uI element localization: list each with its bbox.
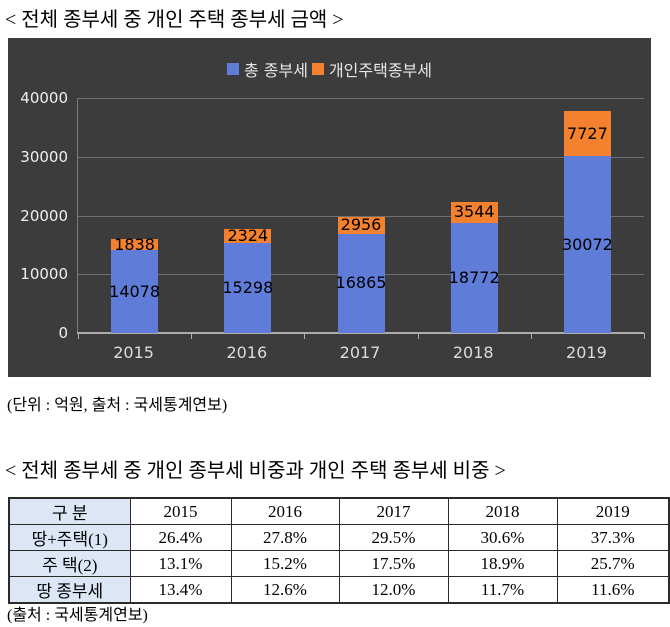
chart-legend: 총 종부세 개인주택종부세 [8,57,651,81]
table-source-note: (출처 : 국세통계연보) [7,607,148,624]
table-cell: 13.1% [129,550,232,577]
bar-segment-personal-housing [450,201,498,223]
ratio-table: 구 분 2015 2016 2017 2018 2019 땅+주택(1) 26.4% 27.8… [8,497,670,604]
x-axis-category-label: 2018 [452,343,494,362]
table-cell: 18.9% [447,550,558,577]
table-cell: 30.6% [447,524,558,551]
y-axis-tick-label: 0 [58,324,68,342]
y-axis-tick-label: 40000 [20,89,68,107]
table-section-title: < 전체 종부세 중 개인 종부세 비중과 개인 주택 종부세 비중 > [5,460,506,482]
bar-segment-personal-housing [111,239,159,251]
legend-label: 개인주택종부세 [328,61,432,80]
table-cell: 13.4% [129,576,232,604]
table-cell: 11.6% [556,576,670,604]
x-axis-tick-mark [191,333,193,339]
x-axis-tick-mark [417,333,419,339]
table-cell: 11.7% [447,576,558,604]
bar-segment-personal-housing [224,229,272,244]
table-cell: 37.3% [556,524,670,551]
data-label-total: 18772 [448,267,500,287]
table-year-header: 2018 [447,497,558,525]
data-label-personal-housing: 2956 [340,215,382,235]
y-axis-tick-label: 20000 [20,206,68,225]
data-label-total: 15298 [222,278,274,298]
x-axis-tick-mark [644,333,645,339]
x-axis-tick-mark [304,333,306,339]
bar-segment-total [450,222,498,333]
table-cell: 25.7% [556,550,670,577]
bar-segment-personal-housing [563,110,611,157]
data-label-total: 14078 [109,281,161,301]
legend-item: 개인주택종부세 [311,57,432,81]
table-row: 주 택(2) 13.1% 15.2% 17.5% 18.9% 25.7% [8,550,670,577]
table-year-header: 2017 [338,497,449,525]
chart-unit-source-note: (단위 : 억원, 출처 : 국세통계연보) [7,397,228,414]
table-year-header: 2019 [556,497,670,525]
x-axis-category-label: 2019 [566,343,607,362]
y-axis-tick-label: 10000 [20,265,68,284]
bar-segment-total [337,233,385,333]
table-row: 땅 종부세 13.4% 12.6% 12.0% 11.7% 11.6% [8,576,670,604]
x-axis-category-label: 2017 [339,343,381,362]
y-axis-tick-label: 30000 [20,147,68,166]
table-row-header: 땅+주택(1) [8,524,131,551]
data-label-personal-housing: 3544 [453,202,495,222]
gridline [78,215,644,217]
legend-item: 총 종부세 [226,57,308,81]
table-row-header: 주 택(2) [8,550,131,577]
gridline [78,156,644,158]
stacked-bar-chart: 총 종부세 개인주택종부세 1838 14078 2324 15298 2956 16865… [8,38,651,377]
table-cell: 27.8% [230,524,340,551]
legend-swatch-icon [226,63,239,75]
chart-section-title: < 전체 종부세 중 개인 주택 종부세 금액 > [5,9,344,31]
chart-plot-area: 1838 14078 2324 15298 2956 16865 3544 18772 7727… [77,98,645,339]
ratio-table-wrapper: 구 분 2015 2016 2017 2018 2019 땅+주택(1) 26.4% 27.8… [8,497,670,604]
data-label-personal-housing: 7727 [567,123,608,143]
bar-segment-total [563,156,611,333]
bar-segment-personal-housing [337,216,385,234]
data-label-personal-housing: 1838 [114,234,155,254]
x-axis-category-label: 2016 [226,343,268,362]
table-row-header: 땅 종부세 [8,576,131,604]
gridline [78,98,644,99]
bar-segment-total [224,243,272,333]
table-cell: 12.0% [338,576,449,604]
table-corner-header: 구 분 [8,497,131,525]
legend-swatch-icon [311,63,324,75]
table-cell: 29.5% [338,524,449,551]
table-header-row: 구 분 2015 2016 2017 2018 2019 [8,497,670,525]
x-axis-tick-mark [530,333,532,339]
table-row: 땅+주택(1) 26.4% 27.8% 29.5% 30.6% 37.3% [8,524,670,551]
table-cell: 26.4% [129,524,232,551]
data-label-personal-housing: 2324 [227,226,269,246]
table-year-header: 2016 [230,497,340,525]
table-year-header: 2015 [129,497,232,525]
data-label-total: 16865 [335,273,387,293]
table-cell: 12.6% [230,576,340,604]
legend-label: 총 종부세 [243,61,308,80]
table-cell: 15.2% [230,550,340,577]
x-axis-category-label: 2015 [113,343,154,362]
x-axis-tick-mark [78,333,79,339]
data-label-total: 30072 [561,234,613,254]
table-cell: 17.5% [338,550,449,577]
bar-segment-total [111,250,159,333]
